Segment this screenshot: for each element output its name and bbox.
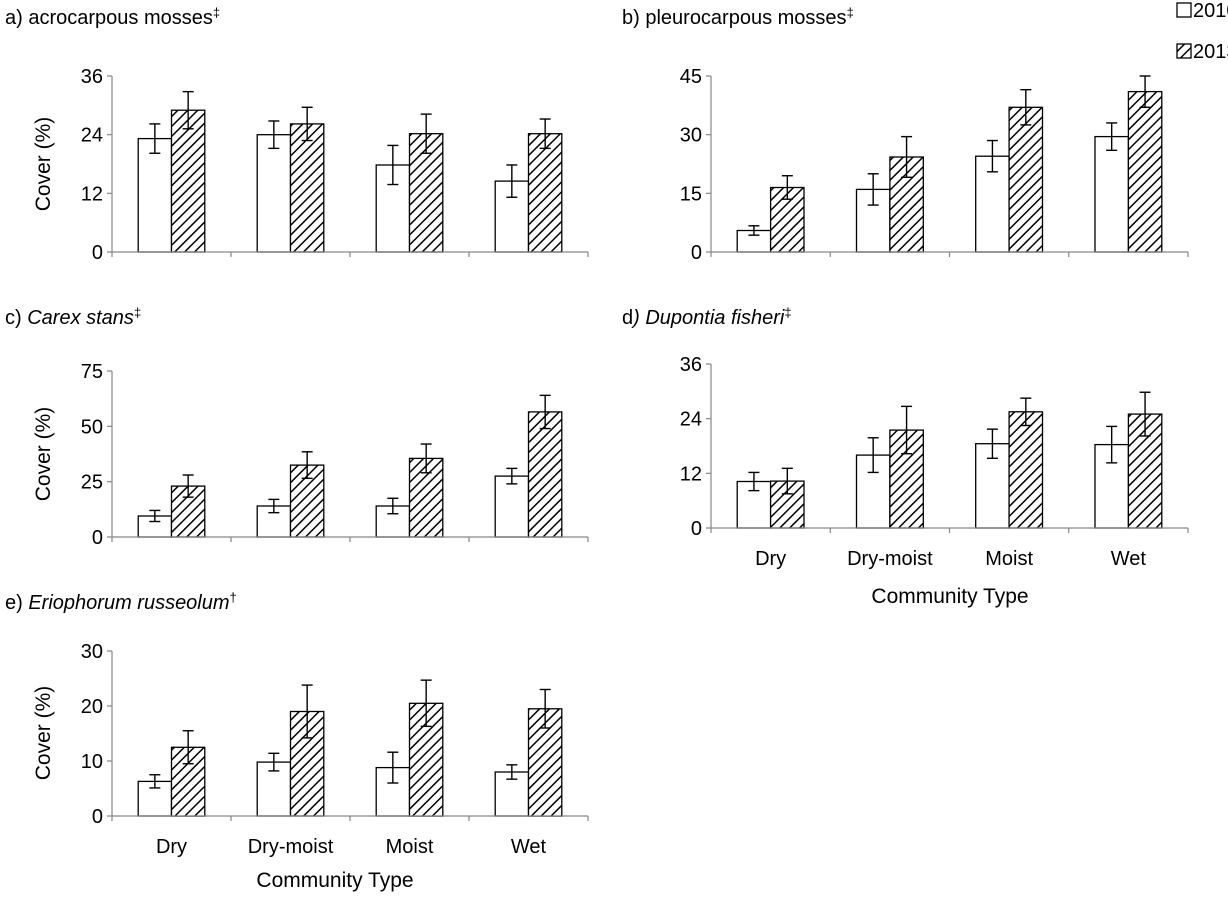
- bar-2013-dry: [170, 109, 206, 253]
- y-tick-label: 0: [691, 242, 702, 264]
- y-tick-label: 12: [81, 183, 103, 205]
- legend-label-2013: 2013: [1193, 41, 1228, 63]
- x-axis-label: Community Type: [871, 585, 1028, 608]
- x-tick-label-moist: Moist: [985, 548, 1033, 570]
- panel-title: c) Carex stans‡: [5, 305, 141, 329]
- bar-2013-wet: [527, 411, 563, 538]
- legend: 2010 2013: [1176, 0, 1228, 63]
- y-tick-label: 24: [680, 409, 702, 431]
- x-tick-label-dry: Dry: [755, 548, 786, 570]
- y-tick-label: 30: [680, 125, 702, 147]
- x-tick-label-wet: Wet: [1111, 548, 1147, 570]
- y-axis-label: Cover (%): [32, 407, 55, 502]
- legend-label-2010: 2010: [1193, 0, 1228, 22]
- bar-2013-wet: [527, 133, 563, 253]
- legend-swatch-2013: [1176, 43, 1192, 59]
- x-tick-label-dry-moist: Dry-moist: [248, 836, 334, 858]
- y-tick-label: 15: [680, 183, 702, 205]
- panel-b-pleurocarpous-mosses: b) pleurocarpous mosses‡ 0 15 30 45: [622, 5, 1189, 264]
- y-tick-label: 25: [81, 472, 103, 494]
- bar-2013-dry-moist: [289, 123, 325, 253]
- bar-2013-wet: [1127, 90, 1163, 253]
- panel-c-carex-stans: c) Carex stans‡ Cover (%) 0 25 50 75: [5, 305, 589, 549]
- bar-2013-moist: [1008, 411, 1044, 529]
- y-tick-label: 10: [81, 751, 103, 773]
- bar-2010-wet: [1094, 135, 1130, 253]
- y-tick-label: 0: [92, 527, 103, 549]
- y-tick-label: 50: [81, 416, 103, 438]
- panel-title: d) Dupontia fisheri‡: [622, 305, 792, 329]
- y-axis-label: Cover (%): [32, 117, 55, 212]
- bar-2010-dry-moist: [256, 134, 292, 253]
- bar-2010-wet: [494, 475, 530, 538]
- y-tick-label: 0: [92, 806, 103, 828]
- x-tick-label-wet: Wet: [511, 836, 547, 858]
- y-tick-label: 36: [81, 66, 103, 88]
- legend-swatch-2010: [1176, 2, 1192, 18]
- panel-title: e) Eriophorum russeolum†: [5, 590, 237, 614]
- y-tick-label: 36: [680, 354, 702, 376]
- x-tick-label-dry-moist: Dry-moist: [847, 548, 933, 570]
- x-axis-label: Community Type: [256, 869, 413, 892]
- panel-d-dupontia-fisheri: d) Dupontia fisheri‡ 0 12 24 36 Dry Dry-moist…: [622, 305, 1189, 608]
- panel-title: b) pleurocarpous mosses‡: [622, 5, 854, 29]
- bar-2013-moist: [1008, 106, 1044, 253]
- x-tick-label-dry: Dry: [156, 836, 187, 858]
- y-axis-label: Cover (%): [32, 686, 55, 781]
- x-tick-label-moist: Moist: [386, 836, 434, 858]
- y-tick-label: 45: [680, 66, 702, 88]
- y-tick-label: 12: [680, 463, 702, 485]
- panel-a-acrocarpous-mosses: a) acrocarpous mosses‡ Cover (%) 0 12 24 36: [5, 5, 589, 264]
- y-tick-label: 0: [92, 242, 103, 264]
- panel-e-eriophorum-russeolum: e) Eriophorum russeolum† Cover (%) 0 10 20…: [5, 590, 589, 892]
- panel-title: a) acrocarpous mosses‡: [5, 5, 220, 29]
- y-tick-label: 20: [81, 696, 103, 718]
- bar-2010-dry: [137, 137, 173, 253]
- y-tick-label: 0: [691, 518, 702, 540]
- y-tick-label: 30: [81, 641, 103, 663]
- bar-2010-dry-moist: [256, 761, 292, 817]
- y-tick-label: 24: [81, 125, 103, 147]
- y-tick-label: 75: [81, 361, 103, 383]
